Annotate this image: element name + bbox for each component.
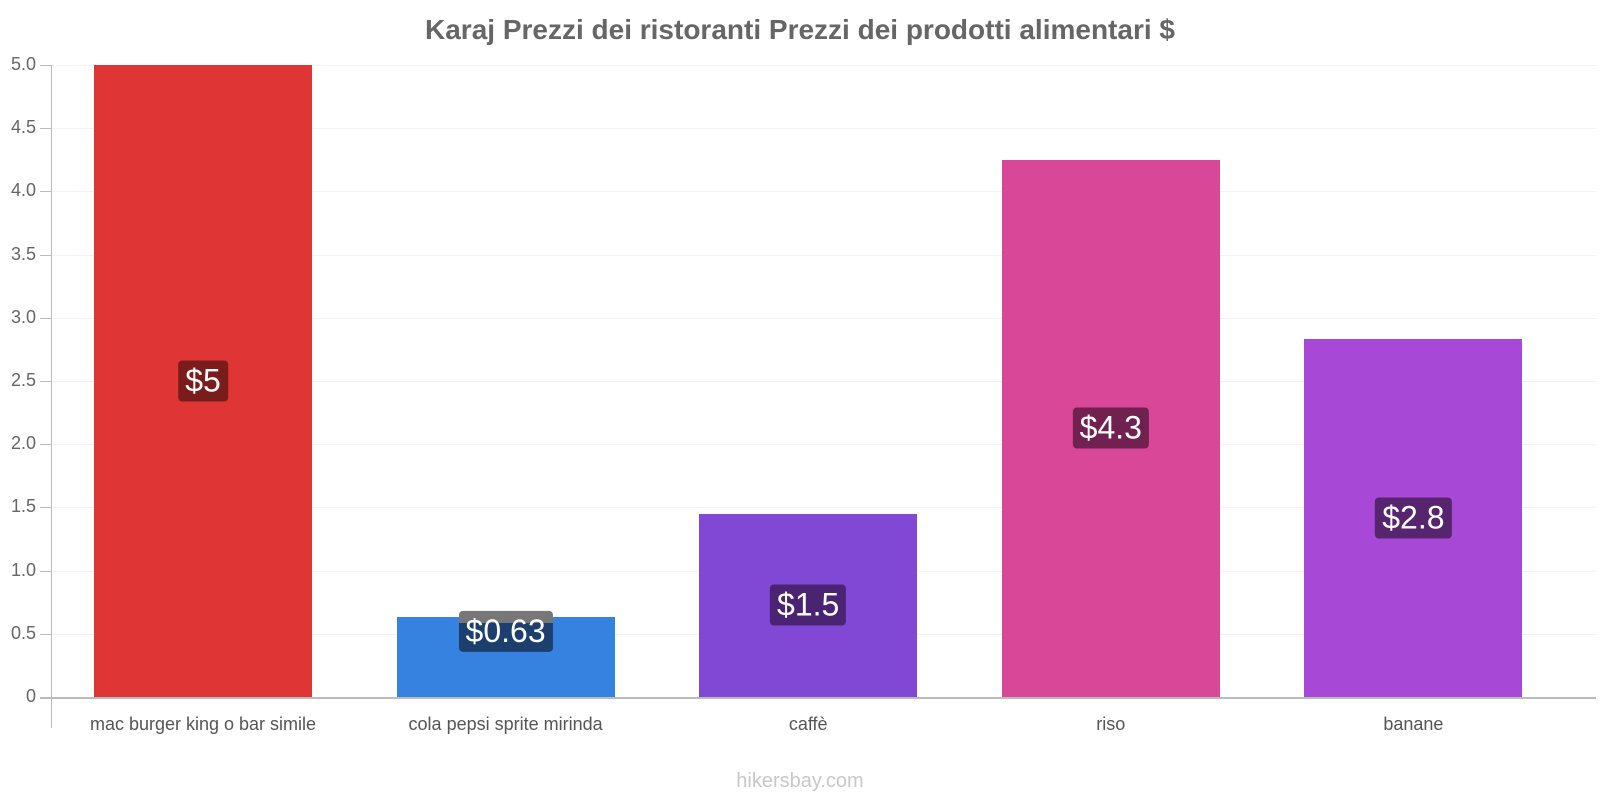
chart-title: Karaj Prezzi dei ristoranti Prezzi dei p… (425, 14, 1175, 45)
gridline (52, 191, 1596, 193)
y-tick-label: 4.5 (10, 117, 36, 138)
y-tick-label: 3.0 (10, 306, 36, 327)
gridline (52, 507, 1596, 509)
gridline (52, 254, 1596, 256)
y-tick-mark (40, 570, 52, 572)
y-tick-mark (40, 507, 52, 509)
y-tick-mark (40, 444, 52, 446)
bar-value-label: $5 (178, 360, 228, 402)
y-tick-mark (40, 697, 52, 698)
y-tick-mark (40, 381, 52, 382)
y-tick-label: 5.0 (10, 54, 36, 74)
y-tick-label: 0.5 (10, 622, 36, 643)
y-tick-label: 1.5 (10, 496, 36, 517)
gridline (52, 381, 1596, 382)
y-tick-mark (40, 317, 52, 319)
y-tick-label: 3.5 (10, 243, 36, 264)
y-tick-mark (40, 191, 52, 193)
gridline (52, 444, 1596, 446)
y-tick-mark (40, 128, 52, 130)
x-category-label: cola pepsi sprite mirinda (408, 714, 603, 734)
x-category-label: banane (1383, 714, 1444, 734)
x-category-label: mac burger king o bar simile (89, 714, 317, 734)
y-tick-mark (40, 65, 52, 66)
bar-value-label: $0.63 (458, 611, 553, 653)
bar-value-label: $2.8 (1375, 497, 1452, 539)
y-tick-label: 4.0 (10, 180, 36, 201)
y-tick-mark (40, 254, 52, 256)
gridline (52, 317, 1596, 319)
bar-value-label: $1.5 (770, 584, 847, 626)
gridline (52, 128, 1596, 130)
y-axis-line (51, 65, 52, 728)
x-category-label: riso (1096, 714, 1126, 734)
y-tick-label: 2.5 (10, 370, 36, 390)
bar-value-label: $4.3 (1072, 407, 1149, 449)
watermark: hikersbay.com (736, 770, 864, 792)
y-tick-label: 1.0 (10, 559, 36, 580)
x-category-label: caffè (788, 714, 828, 734)
x-axis-line (40, 697, 1596, 699)
y-tick-label: 0 (25, 686, 36, 706)
y-tick-mark (40, 633, 52, 635)
y-tick-label: 2.0 (10, 433, 36, 454)
gridline (52, 65, 1596, 66)
